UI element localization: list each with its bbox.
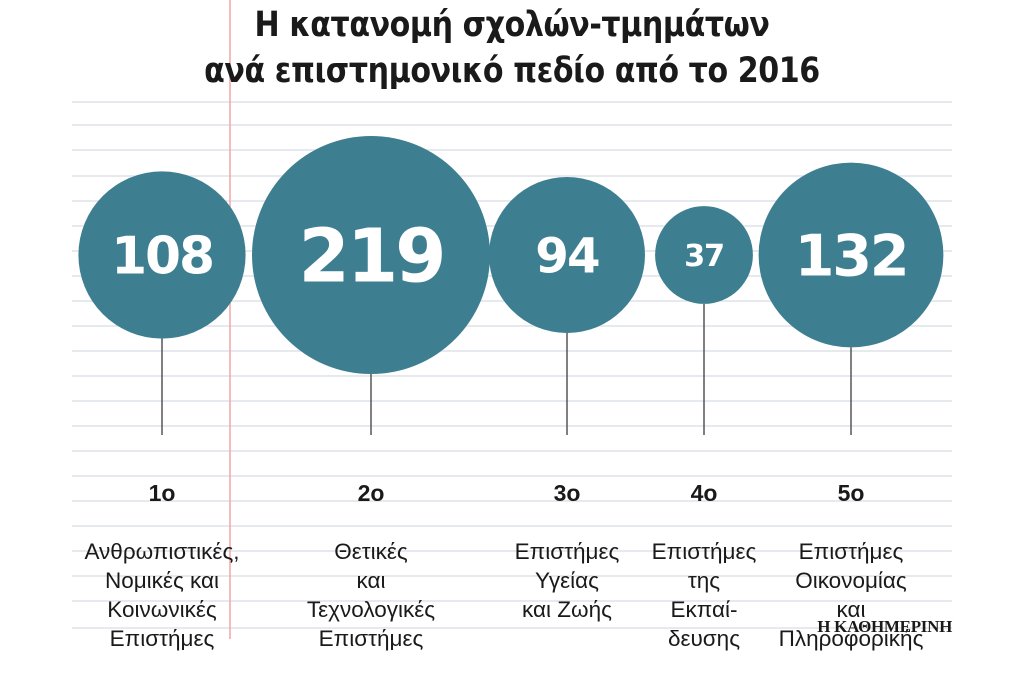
category-label: 1ο Ανθρωπιστικές, Νομικές και Κοινωνικές… — [67, 450, 257, 682]
bubble — [758, 162, 944, 348]
bubble — [252, 136, 490, 374]
category-label: 5ο Επιστήμες Οικονομίας και Πληροφορικής — [756, 450, 946, 682]
bubble-value-label: 132 — [795, 223, 908, 290]
bubble — [78, 171, 246, 339]
category-label: 3ο Επιστήμες Υγείας και Ζωής — [472, 450, 662, 653]
bubble-chart: 108 219 94 37 132 — [72, 0, 952, 639]
category-rank: 5ο — [837, 480, 865, 506]
bubble-value-label: 219 — [298, 214, 443, 300]
category-rank: 3ο — [553, 480, 581, 506]
bubble — [489, 177, 645, 333]
category-name: Θετικές και Τεχνολογικές Επιστήμες — [306, 539, 436, 651]
source-credit: Η ΚΑΘΗΜΕΡΙΝΗ — [817, 617, 952, 636]
bubble-value-label: 108 — [111, 227, 213, 287]
bubble — [655, 206, 753, 304]
chart-title: Η κατανομή σχολών-τμημάτων ανά επιστημον… — [72, 2, 953, 94]
category-rank: 2ο — [357, 480, 385, 506]
category-rank: 1ο — [148, 480, 176, 506]
bubble-value-label: 37 — [684, 239, 724, 274]
category-label: 2ο Θετικές και Τεχνολογικές Επιστήμες — [276, 450, 466, 682]
category-name: Επιστήμες Υγείας και Ζωής — [514, 539, 620, 622]
category-rank: 4ο — [690, 480, 718, 506]
bubble-value-label: 94 — [535, 228, 599, 284]
title-line-2: ανά επιστημονικό πεδίο από το 2016 — [204, 51, 820, 91]
title-line-1: Η κατανομή σχολών-τμημάτων — [254, 5, 770, 45]
category-name: Ανθρωπιστικές, Νομικές και Κοινωνικές Επ… — [84, 539, 240, 651]
